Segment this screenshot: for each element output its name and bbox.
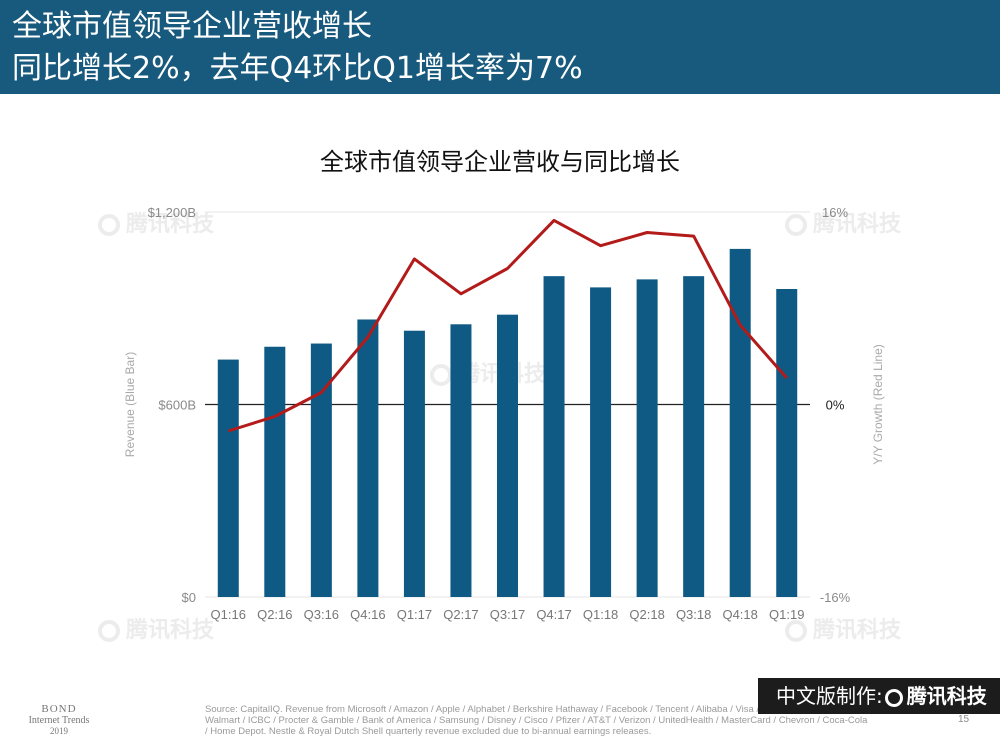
slide-subtitle: 同比增长2%，去年Q4环比Q1增长率为7% bbox=[12, 51, 583, 86]
source-note: Source: CapitalIQ. Revenue from Microsof… bbox=[205, 704, 870, 737]
revenue-bar bbox=[310, 343, 332, 597]
revenue-bar bbox=[636, 279, 658, 597]
x-tick-label: Q1:19 bbox=[769, 607, 804, 622]
x-tick-label: Q4:17 bbox=[536, 607, 571, 622]
watermark-logo-icon bbox=[785, 214, 807, 236]
revenue-bar bbox=[729, 248, 751, 598]
watermark: 腾讯科技 bbox=[98, 206, 214, 238]
revenue-bar bbox=[450, 324, 472, 597]
tencent-logo-icon bbox=[884, 688, 903, 707]
revenue-bar bbox=[776, 289, 798, 597]
revenue-bar bbox=[357, 319, 379, 597]
x-tick-label: Q2:16 bbox=[257, 607, 292, 622]
watermark-logo-icon bbox=[430, 364, 452, 386]
x-tick-label: Q2:17 bbox=[443, 607, 478, 622]
revenue-bar bbox=[683, 276, 705, 597]
y2-tick-label: 16% bbox=[822, 205, 848, 220]
x-tick-label: Q3:18 bbox=[676, 607, 711, 622]
revenue-bar bbox=[497, 314, 518, 597]
page-number: 15 bbox=[958, 714, 970, 725]
revenue-bar bbox=[543, 276, 565, 597]
y2-tick-label: 0% bbox=[826, 398, 845, 413]
chart-title: 全球市值领导企业营收与同比增长 bbox=[320, 148, 680, 176]
x-tick-label: Q3:17 bbox=[490, 607, 525, 622]
x-tick-label: Q4:18 bbox=[722, 607, 757, 622]
revenue-bar bbox=[590, 287, 612, 597]
revenue-bar bbox=[217, 359, 239, 597]
y-tick-label: $1,200B bbox=[148, 205, 196, 220]
x-tick-label: Q1:18 bbox=[583, 607, 618, 622]
bond-logo: BOND Internet Trends 2019 bbox=[28, 703, 90, 736]
watermark: 腾讯科技 bbox=[785, 612, 901, 644]
growth-line bbox=[227, 218, 788, 433]
y-tick-label: $600B bbox=[158, 398, 196, 413]
production-badge: 中文版制作: 腾讯科技 bbox=[758, 678, 1000, 714]
y2-tick-label: -16% bbox=[820, 590, 851, 605]
slide-title: 全球市值领导企业营收增长 bbox=[12, 9, 372, 44]
watermark-logo-icon bbox=[785, 620, 807, 642]
revenue-bar bbox=[403, 330, 425, 597]
revenue-bar bbox=[264, 346, 286, 597]
revenue-growth-chart: $0 $600B $1,200B -16% 0% 16% Revenue (Blue Bar… bbox=[123, 205, 885, 622]
x-tick-label: Q1:17 bbox=[397, 607, 432, 622]
watermark-logo-icon bbox=[98, 214, 120, 236]
watermark: 腾讯科技 bbox=[785, 206, 901, 238]
x-tick-label: Q2:18 bbox=[629, 607, 664, 622]
y-axis-label: Revenue (Blue Bar) bbox=[123, 352, 137, 457]
watermark: 腾讯科技 bbox=[98, 612, 214, 644]
x-tick-label: Q3:16 bbox=[304, 607, 339, 622]
watermark-logo-icon bbox=[98, 620, 120, 642]
x-tick-label: Q1:16 bbox=[211, 607, 246, 622]
y-tick-label: $0 bbox=[182, 590, 196, 605]
y2-axis-label: Y/Y Growth (Red Line) bbox=[871, 344, 885, 465]
slide-header: 全球市值领导企业营收增长 同比增长2%，去年Q4环比Q1增长率为7% bbox=[0, 0, 1000, 94]
x-tick-label: Q4:16 bbox=[350, 607, 385, 622]
